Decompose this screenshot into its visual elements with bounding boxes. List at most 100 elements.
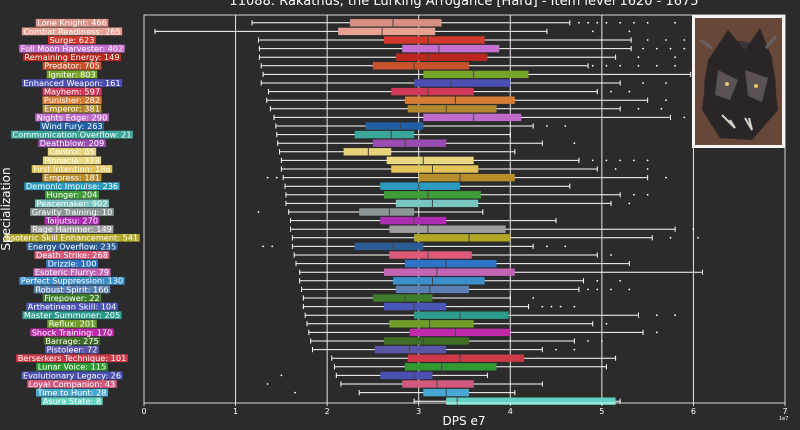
box-berserkers-technique-101: [331, 354, 617, 362]
iqr-box-mayhem-597: [391, 87, 474, 96]
y-label-wind-fury-263: Wind Fury: 263: [39, 121, 105, 131]
x-tick-label-1: 1: [233, 407, 238, 416]
box-time-to-hunt-28: [294, 388, 516, 397]
y-label-bg-first-intention-186: [31, 165, 113, 173]
box-punisher-282: [266, 96, 667, 104]
flier-time-to-hunt-28-0: [294, 391, 296, 394]
y-label-evolutionary-legacy-26: Evolutionary Legacy: 26: [21, 370, 123, 380]
flier-full-moon-harvester-402-3: [683, 47, 686, 50]
y-label-first-intention-186: First Intention: 186: [31, 164, 113, 174]
y-label-bg-robust-spirit-166: [33, 285, 111, 294]
box-series: [154, 19, 741, 405]
box-communication-overflow-21: [276, 130, 511, 139]
box-deathblow-209: [277, 139, 576, 147]
y-label-death-strike-268: Death Strike: 268: [34, 250, 110, 260]
x-tick-label-0: 0: [141, 407, 146, 416]
box-rage-hammer-149: [290, 225, 695, 233]
chart-title: 11088: Rakathus, the Lurking Arrogance […: [229, 0, 698, 9]
y-label-rage-hammer-149: Rage Hammer: 149: [30, 224, 114, 234]
y-label-empress-181: Empress: 181: [42, 173, 102, 183]
y-label-bg-empress-181: [42, 173, 102, 182]
y-label-esoteric-skill-enhancement-541: Esoteric Skill Enhancement: 541: [4, 233, 140, 243]
flier-esoteric-skill-enhancement-541-0: [669, 236, 672, 239]
box-control-65: [279, 148, 516, 156]
y-label-bg-punisher-282: [42, 96, 102, 105]
flier-perfect-suppression-130-0: [596, 279, 599, 282]
iqr-box-barrage-275: [383, 337, 470, 345]
x-tick-label-6: 6: [691, 407, 696, 416]
flier-peacemaker-902-0: [628, 202, 631, 205]
y-label-taijutsu-270: Taijutsu: 270: [44, 216, 100, 226]
y-label-bg-combat-readiness-265: [21, 27, 123, 36]
y-label-bg-predator-705: [42, 61, 102, 70]
y-label-text-emperor-381: Emperor: 381: [44, 104, 100, 114]
flier-lone-knight-466-6: [646, 21, 649, 24]
y-label-text-esoteric-skill-enhancement-541: Esoteric Skill Enhancement: 541: [6, 233, 139, 243]
box-loyal-companion-43: [266, 380, 543, 388]
flier-pistoleer-72-1: [573, 348, 576, 351]
flier-lone-knight-466-7: [674, 21, 677, 24]
y-label-pinnacle-373: Pinnacle: 373: [42, 155, 102, 165]
flier-nights-edge-290-0: [683, 116, 686, 119]
y-label-text-punisher-282: Punisher: 282: [44, 95, 100, 105]
flier-lone-knight-466-4: [619, 21, 622, 24]
y-label-loyal-companion-43: Loyal Companion: 43: [27, 379, 117, 389]
box-esoteric-flurry-79: [299, 268, 704, 276]
y-label-text-taijutsu-270: Taijutsu: 270: [45, 216, 98, 226]
y-label-text-pinnacle-373: Pinnacle: 373: [44, 155, 99, 165]
flier-arthetinean-skill-104-0: [541, 305, 544, 308]
iqr-box-deathblow-209: [372, 139, 447, 147]
y-label-bg-reflux-201: [47, 319, 97, 328]
iqr-box-igniter-803: [423, 70, 529, 79]
flier-lone-knight-466-1: [587, 21, 590, 24]
y-label-demonic-impulse-236: Demonic Impulse: 236: [24, 181, 120, 191]
box-nights-edge-290: [273, 113, 722, 122]
flier-surge-623-1: [665, 39, 667, 41]
flier-predator-705-4: [655, 64, 658, 67]
plot-frame: [143, 14, 786, 404]
y-label-bg-lone-knight-466: [35, 18, 109, 27]
flier-arthetinean-skill-104-3: [573, 305, 576, 308]
y-label-bg-peacemaker-902: [35, 199, 109, 208]
box-barrage-275: [310, 337, 603, 345]
box-surge-623: [257, 36, 686, 44]
y-label-text-robust-spirit-166: Robust Spirit: 166: [35, 284, 108, 294]
y-label-bg-pinnacle-373: [42, 156, 102, 165]
flier-surge-623-0: [646, 39, 649, 41]
iqr-box-enhanced-weapon-161: [414, 79, 511, 87]
box-death-strike-268: [293, 251, 612, 259]
y-label-text-death-strike-268: Death Strike: 268: [36, 250, 108, 260]
iqr-box-berserkers-technique-101: [407, 354, 525, 362]
y-label-bg-pistoleer-72: [45, 345, 99, 354]
y-label-text-remaining-energy-149: Remaining Energy: 149: [24, 52, 119, 62]
y-label-bg-demonic-impulse-236: [24, 182, 120, 191]
flier-energy-overflow-235-0: [262, 245, 264, 248]
iqr-box-firepower-22: [372, 294, 433, 302]
flier-arthetinean-skill-104-1: [550, 305, 553, 308]
y-label-text-evolutionary-legacy-26: Evolutionary Legacy: 26: [23, 370, 121, 380]
flier-lone-knight-466-0: [578, 21, 580, 24]
y-label-text-demonic-impulse-236: Demonic Impulse: 236: [26, 181, 118, 191]
y-label-text-time-to-hunt-28: Time to Hunt: 28: [37, 388, 107, 398]
flier-lone-knight-466-5: [633, 21, 635, 24]
iqr-box-evolutionary-legacy-26: [380, 371, 433, 380]
y-label-combat-readiness-265: Combat Readiness: 265: [21, 26, 123, 36]
y-label-text-mayhem-597: Mayhem: 597: [44, 87, 100, 97]
iqr-box-control-65: [343, 148, 392, 156]
y-label-bg-deathblow-209: [38, 139, 106, 148]
flier-remaining-energy-149-0: [637, 56, 640, 59]
flier-energy-overflow-235-3: [564, 245, 567, 248]
flier-robust-spirit-166-1: [596, 288, 599, 291]
y-label-bg-igniter-803: [46, 70, 98, 79]
y-label-bg-firepower-22: [42, 294, 102, 302]
y-label-arthetinean-skill-104: Arthetinean Skill: 104: [26, 302, 118, 312]
y-label-bg-control-65: [47, 147, 97, 156]
y-label-full-moon-harvester-402: Full Moon Harvester: 402: [19, 44, 125, 54]
iqr-box-reflux-201: [389, 320, 474, 328]
y-label-bg-esoteric-skill-enhancement-541: [4, 233, 140, 242]
y-label-bg-hunger-204: [45, 190, 99, 199]
flier-esoteric-skill-enhancement-541-1: [697, 236, 699, 239]
box-gravity-training-10: [257, 208, 484, 216]
y-label-text-gravity-training-10: Gravity Training: 10: [32, 207, 113, 217]
iqr-box-esoteric-flurry-79: [383, 268, 515, 276]
